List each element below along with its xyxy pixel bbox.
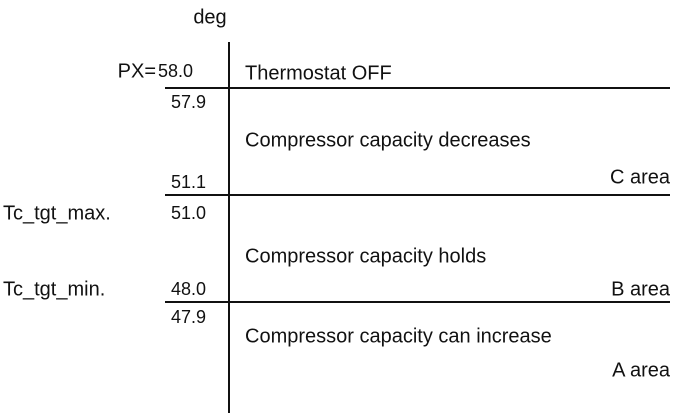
axis-unit: deg xyxy=(193,6,226,28)
threshold: 48.0 xyxy=(171,279,206,299)
threshold: 57.9 xyxy=(171,92,206,112)
threshold-name: Tc_tgt_max. xyxy=(3,202,111,224)
area-label: A area xyxy=(612,359,671,381)
zone-label: Compressor capacity holds xyxy=(245,245,486,267)
threshold-name: Tc_tgt_min. xyxy=(3,278,105,300)
area-label: C area xyxy=(610,166,671,188)
threshold: 47.9 xyxy=(171,307,206,327)
px-label: PX= xyxy=(118,60,156,82)
threshold: 51.0 xyxy=(171,203,206,223)
threshold: 58.0 xyxy=(158,61,193,81)
zone-label: Compressor capacity decreases xyxy=(245,129,531,151)
area-label: B area xyxy=(611,278,671,300)
zone-label: Thermostat OFF xyxy=(245,62,392,84)
zone-label: Compressor capacity can increase xyxy=(245,325,552,347)
threshold: 51.1 xyxy=(171,172,206,192)
